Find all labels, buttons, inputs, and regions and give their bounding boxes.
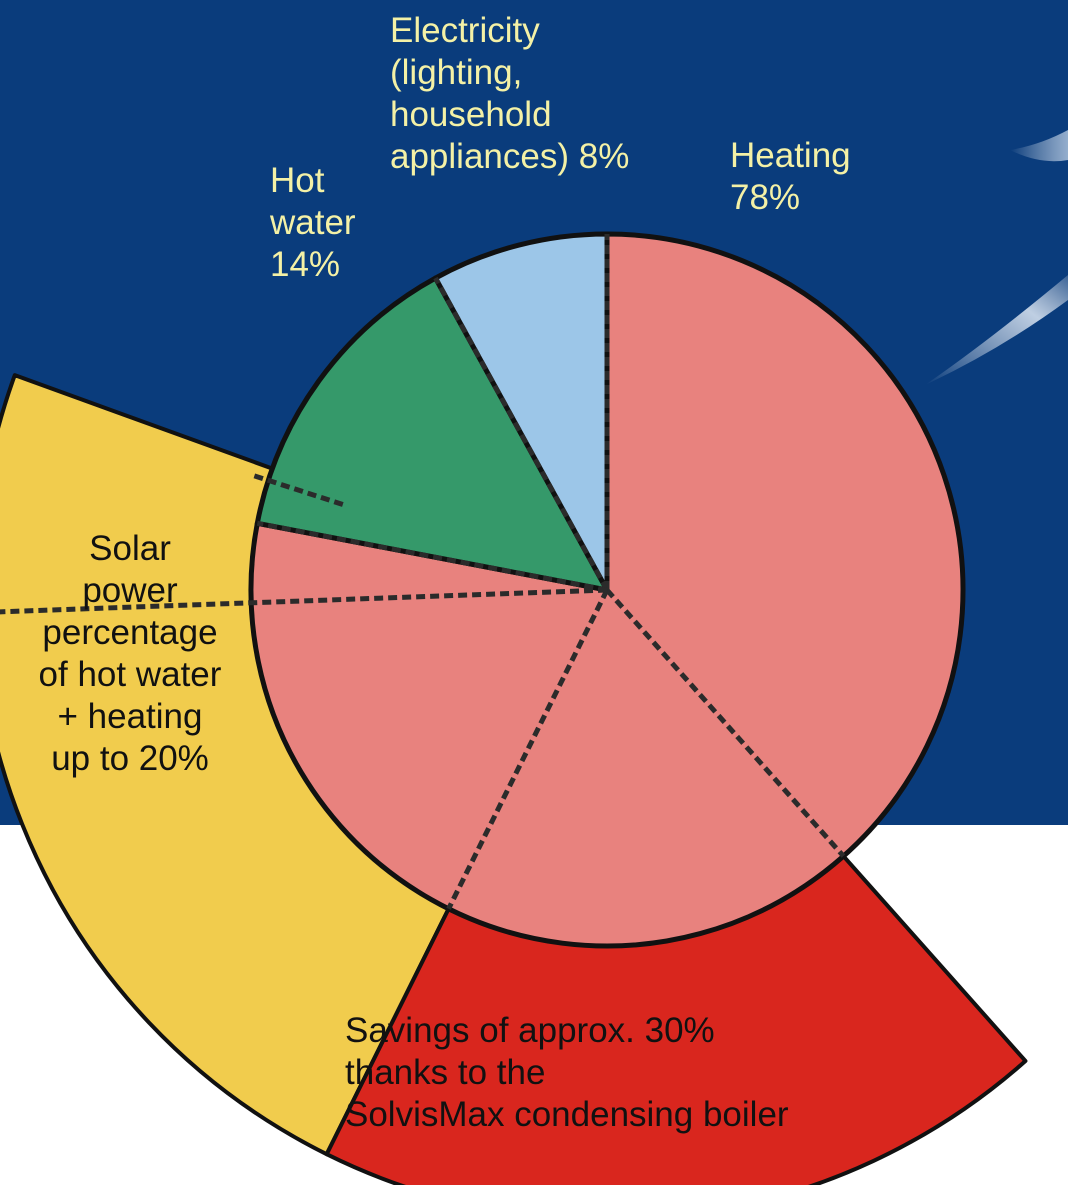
dash-hot-water-electricity: [433, 276, 610, 592]
dash-solar-split: [0, 587, 608, 615]
lbl-savings-line-0: Savings of approx. 30%: [345, 1011, 715, 1050]
slice-label-hot-water: Hot water 14%: [269, 161, 356, 284]
pie-slices: [248, 231, 966, 949]
dash-heating-hot-water: [256, 520, 608, 593]
ring-label-solar: Solar power percentage of hot water + heatin…: [39, 529, 222, 778]
lbl-solar-line-3: of hot water: [39, 655, 222, 694]
lbl-savings-line-1: thanks to the: [345, 1053, 545, 1092]
lbl-electricity-line-2: household: [390, 95, 552, 134]
lbl-solar-line-0: Solar: [89, 529, 171, 568]
slice-label-electricity: Electricity (lighting, household appliances…: [390, 11, 629, 176]
pie-slice-hot-water: [254, 275, 610, 593]
dash-savings-end: [446, 588, 610, 910]
lbl-solar-line-1: power: [82, 571, 178, 610]
ring-label-savings: Savings of approx. 30% thanks to the Solvi…: [345, 1011, 789, 1134]
background-light-streak-top: [1010, 130, 1068, 162]
dash-solar-top: [253, 473, 344, 507]
slice-label-heating: Heating 78%: [730, 136, 851, 217]
lbl-heating-line-0: Heating: [730, 136, 851, 175]
lbl-solar-line-2: percentage: [42, 613, 217, 652]
lbl-electricity-line-0: Electricity: [390, 11, 540, 50]
lbl-savings-line-2: SolvisMax condensing boiler: [345, 1095, 789, 1134]
dashed-divisions: [0, 234, 846, 910]
pie-slice-electricity: [432, 231, 610, 593]
lbl-solar-line-4: + heating: [58, 697, 203, 736]
pie-slice-heating: [248, 231, 966, 949]
lbl-hot-water-line-1: water: [269, 203, 356, 242]
outer-ring: [0, 373, 1028, 1185]
lbl-electricity-line-3: appliances) 8%: [390, 137, 629, 176]
lbl-electricity-line-1: (lighting,: [390, 53, 522, 92]
lbl-heating-line-1: 78%: [730, 178, 800, 217]
lbl-solar-line-5: up to 20%: [51, 739, 209, 778]
lbl-hot-water-line-0: Hot: [270, 161, 325, 200]
lbl-hot-water-line-2: 14%: [270, 245, 340, 284]
dash-savings-start: [605, 588, 846, 858]
